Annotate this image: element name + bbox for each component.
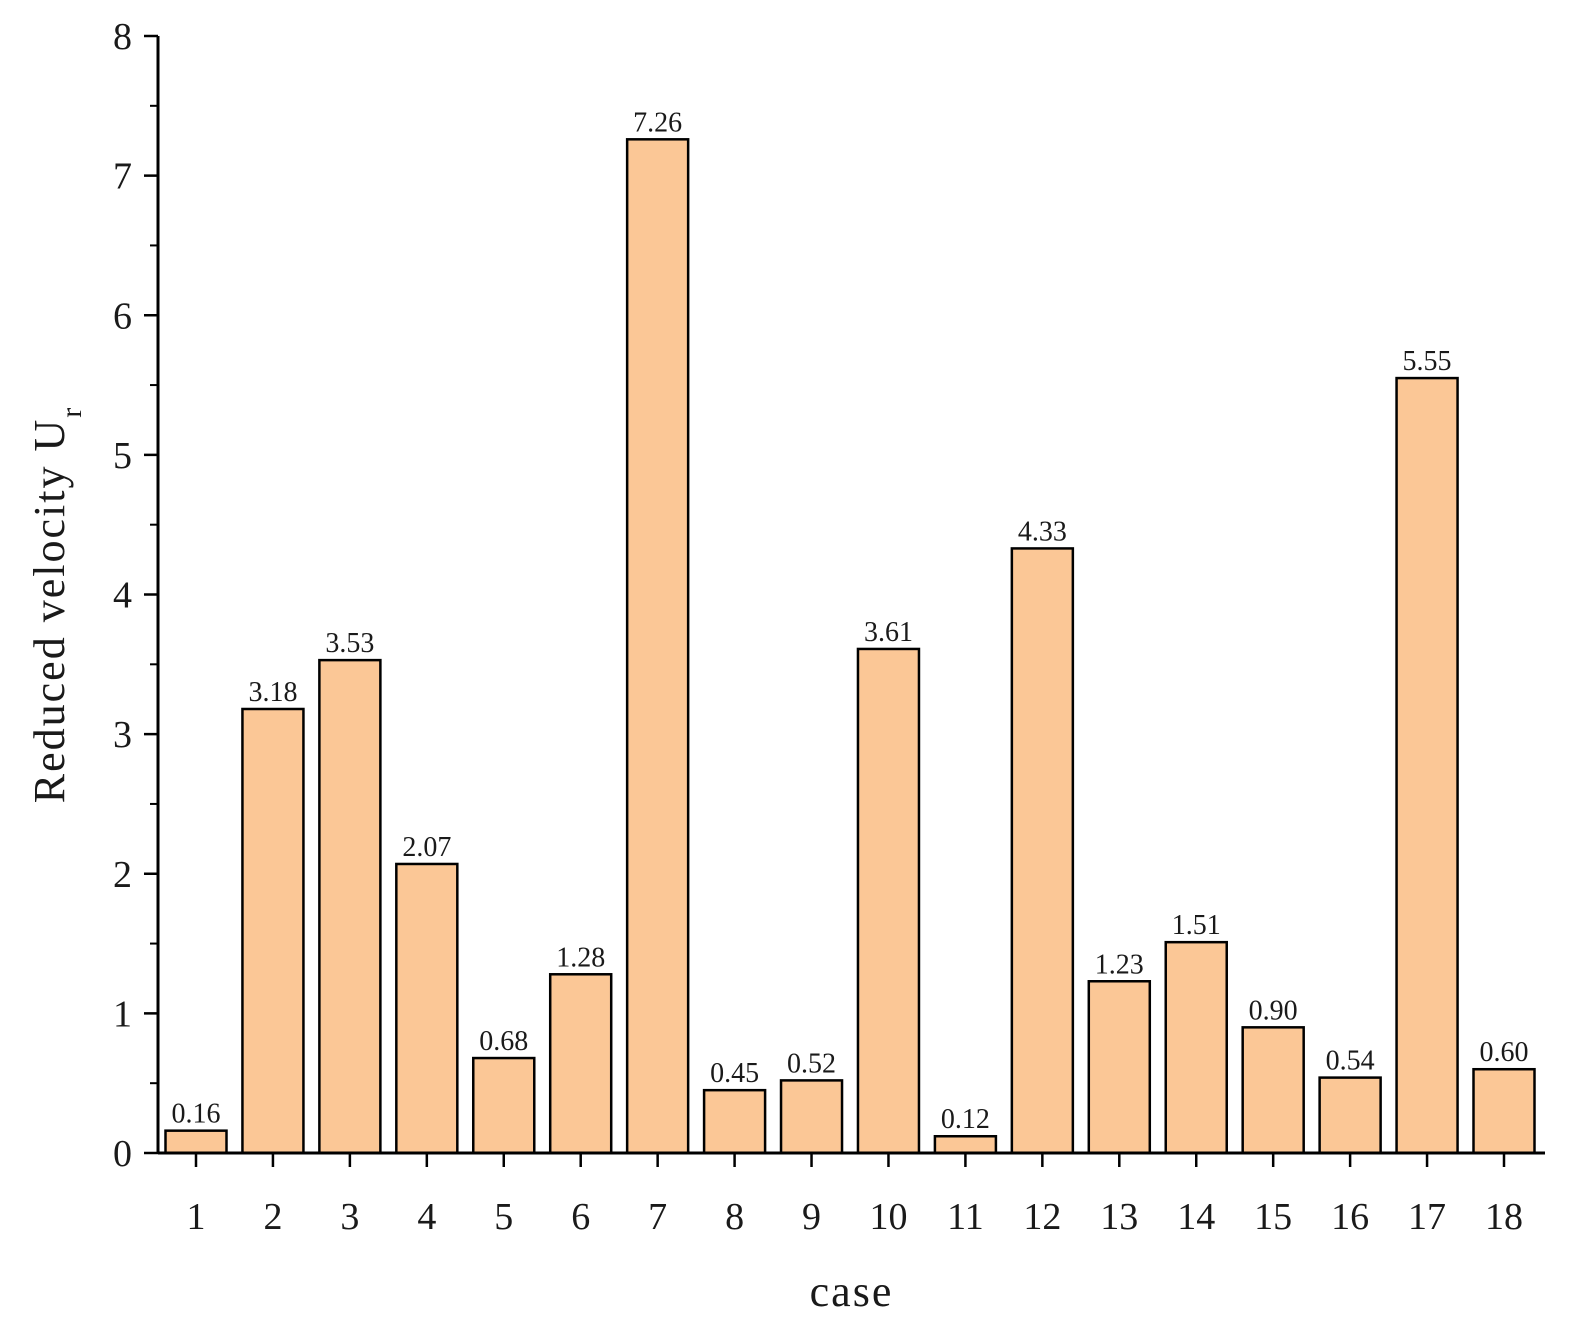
y-tick-label-5: 5 [113,435,132,477]
data-label-case-18: 0.60 [1480,1037,1529,1068]
data-label-case-4: 2.07 [402,832,451,863]
bar-case-11 [933,1134,998,1155]
y-tick-label-3: 3 [113,714,132,756]
bar-case-7 [625,138,690,1155]
data-label-case-9: 0.52 [787,1048,836,1079]
x-tick-label-6: 6 [571,1196,590,1238]
x-tick-label-18: 18 [1485,1196,1523,1238]
data-label-case-2: 3.18 [248,677,297,708]
data-label-case-8: 0.45 [710,1058,759,1089]
bar-case-6 [548,973,613,1155]
x-tick-label-17: 17 [1408,1196,1446,1238]
y-tick-label-7: 7 [113,156,132,198]
bar-case-18 [1472,1067,1536,1155]
data-label-case-1: 0.16 [172,1099,221,1130]
bar-case-2 [241,707,305,1155]
y-ticks: 0 1 2 3 4 5 6 7 8 [113,16,158,1175]
bar-case-3 [318,658,382,1155]
y-axis-title-subscript: r [55,406,88,418]
x-tick-label-5: 5 [494,1196,513,1238]
data-label-case-10: 3.61 [864,617,913,648]
y-tick-label-1: 1 [113,993,132,1035]
bar-case-4 [395,862,459,1155]
x-tick-label-10: 10 [869,1196,907,1238]
bar-case-13 [1087,980,1152,1155]
data-label-case-6: 1.28 [556,942,605,973]
x-tick-label-11: 11 [947,1196,984,1238]
x-tick-label-3: 3 [340,1196,359,1238]
x-tick-label-14: 14 [1177,1196,1215,1238]
bar-case-9 [779,1079,844,1155]
data-label-case-14: 1.51 [1172,910,1221,941]
data-label-case-13: 1.23 [1095,949,1144,980]
data-labels: 0.16 3.18 3.53 2.07 0.68 1.28 7.26 0.45 0.52 3.61… [172,107,1529,1135]
y-tick-label-4: 4 [113,575,132,617]
x-tick-label-15: 15 [1254,1196,1292,1238]
x-tick-label-9: 9 [802,1196,821,1238]
x-tick-label-4: 4 [417,1196,436,1238]
data-label-case-17: 5.55 [1403,346,1452,377]
x-tick-label-2: 2 [263,1196,282,1238]
x-tick-label-16: 16 [1331,1196,1369,1238]
bar-case-14 [1164,940,1228,1155]
bar-case-8 [702,1088,767,1155]
bar-case-10 [856,647,921,1155]
y-tick-label-6: 6 [113,295,132,337]
x-tick-label-1: 1 [187,1196,206,1238]
bars-layer [164,138,1536,1155]
x-tick-label-8: 8 [725,1196,744,1238]
bar-case-12 [1010,547,1075,1155]
data-label-case-16: 0.54 [1326,1046,1375,1077]
bar-case-5 [472,1056,536,1155]
bar-case-15 [1241,1026,1305,1155]
y-tick-label-2: 2 [113,854,132,896]
x-tick-label-12: 12 [1023,1196,1061,1238]
data-label-case-3: 3.53 [325,628,374,659]
data-label-case-7: 7.26 [633,107,682,138]
y-axis-title-main: Reduced velocity U [25,418,74,803]
x-tick-label-13: 13 [1100,1196,1138,1238]
y-tick-label-0: 0 [113,1133,132,1175]
x-ticks: 1 2 3 4 5 6 7 8 9 10 11 12 13 14 15 16 17 18 [187,1153,1523,1238]
x-axis-title: case [810,1267,894,1316]
data-label-case-12: 4.33 [1018,516,1067,547]
y-tick-label-8: 8 [113,16,132,58]
data-label-case-15: 0.90 [1249,995,1298,1026]
bar-case-17 [1395,376,1459,1155]
x-tick-label-7: 7 [648,1196,667,1238]
data-label-case-11: 0.12 [941,1104,990,1135]
data-label-case-5: 0.68 [479,1026,528,1057]
bar-case-16 [1318,1076,1382,1155]
y-axis-title: Reduced velocity Ur [25,406,88,803]
bar-case-1 [164,1129,228,1155]
